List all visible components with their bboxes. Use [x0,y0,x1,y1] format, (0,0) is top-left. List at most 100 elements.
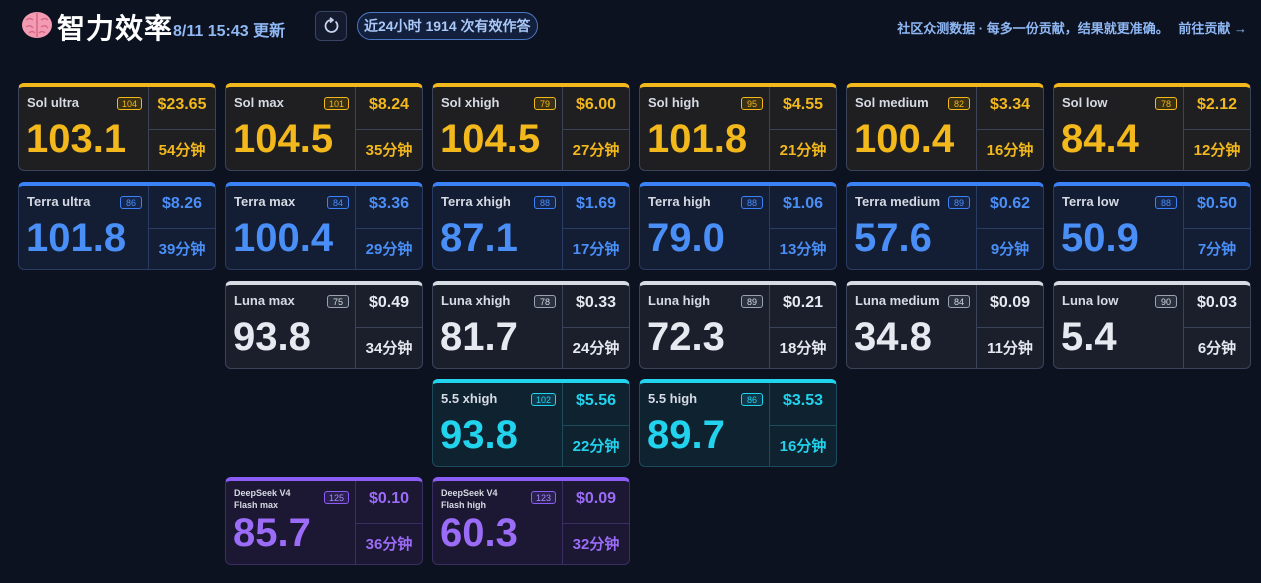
score-value: 72.3 [647,315,725,359]
sample-count-badge: 88 [741,196,763,209]
sample-count-badge: 89 [948,196,970,209]
score-value: 101.8 [26,216,127,260]
score-value: 93.8 [233,315,311,359]
community-note: 社区众测数据 · 每多一份贡献，结果就更准确。 前往贡献 → [897,18,1247,37]
card-terra-max[interactable]: Terra max 84 100.4 $3.36 29分钟 [225,182,423,270]
sample-count-badge: 123 [530,491,556,504]
card-luna-xhigh[interactable]: Luna xhigh 78 81.7 $0.33 24分钟 [432,281,630,369]
card-luna-max[interactable]: Luna max 75 93.8 $0.49 34分钟 [225,281,423,369]
price-value: $1.69 [563,186,629,229]
model-name: Terra low [1062,194,1119,209]
card-sol-high[interactable]: Sol high 95 101.8 $4.55 21分钟 [639,83,837,171]
model-name: Terra max [234,194,296,209]
card-sol-ultra[interactable]: Sol ultra 104 103.1 $23.65 54分钟 [18,83,216,171]
time-value: 7分钟 [1197,241,1237,258]
price-value: $0.49 [356,285,422,328]
price-value: $0.09 [563,481,629,524]
contribute-link[interactable]: 前往贡献 → [1178,21,1247,36]
card-terra-low[interactable]: Terra low 88 50.9 $0.50 7分钟 [1053,182,1251,270]
header-bar: 智力效率 8/11 15:43 更新 近24小时 1914 次有效作答 社区众测… [0,0,1261,52]
price-value: $3.34 [977,87,1043,130]
time-value: 12分钟 [1193,142,1241,159]
price-value: $0.33 [563,285,629,328]
sample-count-badge: 84 [948,295,970,308]
card-luna-medium[interactable]: Luna medium 84 34.8 $0.09 11分钟 [846,281,1044,369]
sample-count-badge: 88 [1155,196,1177,209]
model-name: DeepSeek V4 Flash high [441,488,498,510]
card-55-xhigh[interactable]: 5.5 xhigh 102 93.8 $5.56 22分钟 [432,379,630,467]
model-name: Sol medium [855,95,929,110]
price-value: $0.50 [1184,186,1250,229]
sample-count-badge: 104 [116,97,142,110]
model-name: 5.5 high [648,391,698,406]
price-value: $0.03 [1184,285,1250,328]
card-deepseek-flash-max[interactable]: DeepSeek V4 Flash max 125 85.7 $0.10 36分钟 [225,477,423,565]
score-value: 101.8 [647,117,748,161]
time-value: 16分钟 [779,438,827,455]
price-value: $8.24 [356,87,422,130]
sample-count-badge: 84 [327,196,349,209]
card-terra-ultra[interactable]: Terra ultra 86 101.8 $8.26 39分钟 [18,182,216,270]
price-value: $1.06 [770,186,836,229]
score-value: 34.8 [854,315,932,359]
sample-count-badge: 86 [120,196,142,209]
updated-timestamp: 8/11 15:43 更新 [173,23,286,40]
sample-count-badge: 101 [323,97,349,110]
price-value: $3.36 [356,186,422,229]
card-sol-medium[interactable]: Sol medium 82 100.4 $3.34 16分钟 [846,83,1044,171]
price-value: $0.10 [356,481,422,524]
price-value: $5.56 [563,383,629,426]
score-value: 79.0 [647,216,725,260]
time-value: 35分钟 [365,142,413,159]
brain-icon [22,12,52,38]
card-luna-low[interactable]: Luna low 90 5.4 $0.03 6分钟 [1053,281,1251,369]
time-value: 32分钟 [572,536,620,553]
time-value: 21分钟 [779,142,827,159]
model-name: Luna low [1062,293,1119,308]
time-value: 22分钟 [572,438,620,455]
score-value: 57.6 [854,216,932,260]
card-deepseek-flash-high[interactable]: DeepSeek V4 Flash high 123 60.3 $0.09 32分钟 [432,477,630,565]
sample-count-badge: 75 [327,295,349,308]
card-terra-xhigh[interactable]: Terra xhigh 88 87.1 $1.69 17分钟 [432,182,630,270]
sample-count-badge: 125 [323,491,349,504]
time-value: 11分钟 [987,340,1033,357]
community-text: 社区众测数据 · 每多一份贡献，结果就更准确。 [897,21,1169,36]
sample-count-badge: 88 [534,196,556,209]
score-value: 85.7 [233,511,311,555]
sample-count-badge: 90 [1155,295,1177,308]
card-sol-max[interactable]: Sol max 101 104.5 $8.24 35分钟 [225,83,423,171]
price-value: $4.55 [770,87,836,130]
score-value: 100.4 [233,216,334,260]
card-55-high[interactable]: 5.5 high 86 89.7 $3.53 16分钟 [639,379,837,467]
price-value: $2.12 [1184,87,1250,130]
price-value: $0.62 [977,186,1043,229]
model-name: 5.5 xhigh [441,391,498,406]
time-value: 29分钟 [365,241,413,258]
time-value: 24分钟 [572,340,620,357]
card-terra-high[interactable]: Terra high 88 79.0 $1.06 13分钟 [639,182,837,270]
refresh-button[interactable] [315,11,347,41]
card-terra-medium[interactable]: Terra medium 89 57.6 $0.62 9分钟 [846,182,1044,270]
model-name: Luna medium [855,293,940,308]
page-title: 智力效率 [57,13,174,44]
price-value: $3.53 [770,383,836,426]
score-value: 93.8 [440,413,518,457]
model-name: Sol ultra [27,95,80,110]
time-value: 36分钟 [365,536,413,553]
sample-count-badge: 82 [948,97,970,110]
time-value: 54分钟 [158,142,206,159]
score-value: 81.7 [440,315,518,359]
card-sol-low[interactable]: Sol low 78 84.4 $2.12 12分钟 [1053,83,1251,171]
sample-count-badge: 102 [530,393,556,406]
refresh-icon [324,17,339,33]
score-value: 89.7 [647,413,725,457]
score-value: 104.5 [440,117,541,161]
score-value: 50.9 [1061,216,1139,260]
model-name: Terra medium [855,194,941,209]
card-sol-xhigh[interactable]: Sol xhigh 79 104.5 $6.00 27分钟 [432,83,630,171]
card-luna-high[interactable]: Luna high 89 72.3 $0.21 18分钟 [639,281,837,369]
price-value: $23.65 [149,87,215,130]
answers-count-pill: 近24小时 1914 次有效作答 [357,12,538,40]
model-name: Terra ultra [27,194,91,209]
